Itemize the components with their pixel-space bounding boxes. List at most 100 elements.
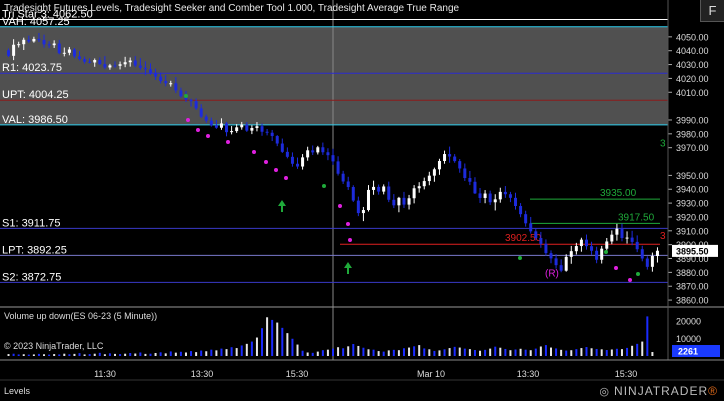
candle-body bbox=[422, 181, 426, 187]
candle-body bbox=[645, 258, 649, 267]
candle-body bbox=[184, 96, 188, 100]
candle-body bbox=[67, 49, 71, 53]
signal-marker bbox=[186, 118, 190, 122]
candle-body bbox=[78, 56, 82, 60]
volume-bar bbox=[387, 350, 390, 356]
candle-body bbox=[564, 256, 568, 271]
candle-layer bbox=[7, 32, 659, 273]
volume-bar bbox=[631, 345, 634, 356]
volume-bar bbox=[641, 341, 644, 356]
tab-levels[interactable]: Levels bbox=[4, 386, 31, 396]
price-tick-label: 3890.00 bbox=[676, 254, 709, 264]
candle-body bbox=[12, 44, 16, 56]
volume-bar bbox=[555, 348, 558, 356]
candle-body bbox=[356, 200, 360, 214]
level-label: VAH: 4057.25 bbox=[2, 16, 70, 28]
volume-bar bbox=[83, 354, 86, 356]
candle-body bbox=[306, 150, 310, 158]
volume-bar bbox=[397, 350, 400, 356]
candle-body bbox=[194, 101, 198, 109]
volume-bar bbox=[179, 351, 182, 356]
volume-bar bbox=[519, 348, 522, 356]
volume-bar bbox=[600, 349, 603, 356]
volume-panel-label: Volume up down(ES 06-23 (5 Minute)) bbox=[4, 311, 158, 321]
candle-body bbox=[57, 43, 61, 54]
time-tick-label: Mar 10 bbox=[417, 369, 445, 379]
volume-bar bbox=[605, 350, 608, 356]
price-tick-label: 4040.00 bbox=[676, 46, 709, 56]
candle-body bbox=[174, 83, 178, 91]
volume-bar bbox=[184, 352, 187, 356]
candle-body bbox=[544, 243, 548, 254]
candle-body bbox=[22, 39, 26, 45]
volume-bar bbox=[53, 354, 56, 356]
volume-bar bbox=[326, 349, 329, 356]
candle-body bbox=[610, 234, 614, 242]
value-area-band bbox=[0, 26, 668, 125]
candle-body bbox=[584, 239, 588, 247]
candle-body bbox=[655, 250, 659, 257]
level-label: LPT: 3892.25 bbox=[2, 244, 67, 256]
candle-body bbox=[148, 69, 152, 73]
price-tick-label: 3950.00 bbox=[676, 171, 709, 181]
candle-body bbox=[219, 123, 223, 128]
candle-body bbox=[498, 191, 502, 200]
volume-bar bbox=[448, 348, 451, 356]
candle-body bbox=[199, 108, 203, 117]
volume-bar bbox=[626, 347, 629, 356]
volume-bar bbox=[225, 349, 228, 356]
candle-body bbox=[437, 160, 441, 170]
candle-body bbox=[336, 161, 340, 174]
volume-bar bbox=[139, 352, 142, 356]
candle-body bbox=[316, 147, 320, 153]
volume-bar bbox=[347, 346, 350, 356]
volume-bar bbox=[144, 353, 147, 356]
candle-body bbox=[159, 76, 163, 82]
volume-bar bbox=[610, 349, 613, 356]
candle-body bbox=[245, 124, 249, 131]
volume-bar bbox=[22, 354, 25, 356]
brand-logo: ◎ NINJATRADER® bbox=[599, 384, 718, 398]
volume-bar bbox=[362, 347, 365, 356]
indicator-title: Tradesight Futures Levels, Tradesight Se… bbox=[4, 3, 460, 14]
volume-bar bbox=[463, 348, 466, 356]
volume-bar bbox=[473, 350, 476, 356]
price-annotation: 3 bbox=[660, 231, 666, 242]
volume-bar bbox=[286, 333, 289, 356]
volume-bar bbox=[377, 351, 380, 356]
price-tick-label: 3970.00 bbox=[676, 143, 709, 153]
volume-bar bbox=[103, 354, 106, 356]
candle-body bbox=[154, 72, 158, 77]
candle-body bbox=[574, 246, 578, 252]
volume-bar bbox=[205, 351, 208, 356]
signal-marker bbox=[614, 266, 618, 270]
volume-bar bbox=[636, 343, 639, 356]
signal-marker bbox=[184, 94, 188, 98]
candle-body bbox=[311, 150, 315, 153]
candle-body bbox=[103, 64, 107, 68]
level-label: UPT: 4004.25 bbox=[2, 89, 69, 101]
ninjatrader-logo-icon: ◎ bbox=[599, 386, 611, 398]
chart-settings-button[interactable]: F bbox=[700, 0, 724, 22]
candle-body bbox=[351, 187, 355, 201]
buy-arrow-icon bbox=[278, 200, 286, 212]
volume-bar bbox=[245, 343, 248, 356]
last-volume-box bbox=[672, 345, 720, 357]
candle-body bbox=[62, 52, 66, 54]
candle-body bbox=[17, 44, 21, 46]
candle-body bbox=[620, 228, 624, 239]
volume-bar bbox=[129, 353, 132, 356]
volume-tick-label: 20000 bbox=[676, 316, 701, 326]
brand-text: NINJATRADER bbox=[614, 384, 709, 398]
price-annotation: 3 bbox=[660, 138, 666, 149]
candle-body bbox=[382, 186, 386, 192]
price-tick-label: 3990.00 bbox=[676, 115, 709, 125]
candle-body bbox=[478, 193, 482, 198]
volume-bar bbox=[580, 348, 583, 356]
candle-body bbox=[275, 136, 279, 144]
candle-body bbox=[407, 198, 411, 205]
volume-bar bbox=[504, 348, 507, 356]
volume-bar bbox=[438, 350, 441, 356]
volume-bar bbox=[524, 349, 527, 356]
